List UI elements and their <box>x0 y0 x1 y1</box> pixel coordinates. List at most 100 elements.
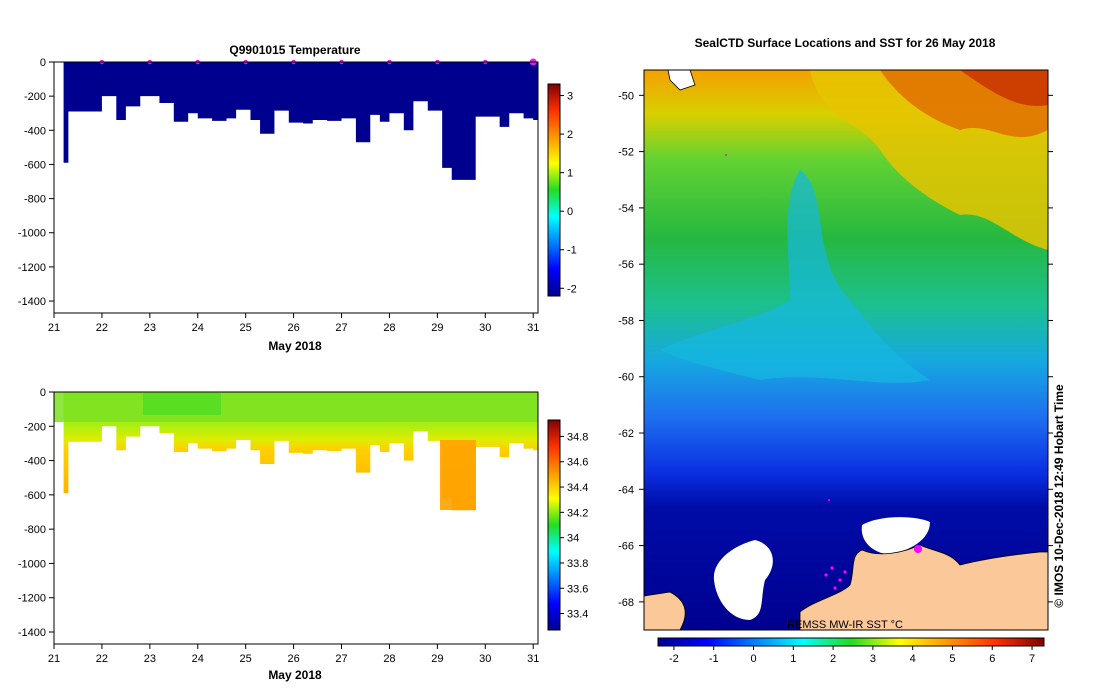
track-point <box>838 578 842 582</box>
x-tick-label: 23 <box>144 653 156 665</box>
x-tick-label: 28 <box>383 322 395 334</box>
x-tick-label: 29 <box>431 322 443 334</box>
sst-cold-plume <box>660 170 930 383</box>
sst-colorbar-label-c: 6 <box>989 653 995 665</box>
colorbar-tick-label: 2 <box>567 129 573 141</box>
sst-colorbar <box>657 637 1045 647</box>
colorbar-tick-label: 1 <box>567 168 573 180</box>
lat-tick-label: -56 <box>618 259 634 271</box>
x-tick-label: 27 <box>335 322 347 334</box>
map-frame <box>643 69 1049 631</box>
sst-colorbar-label-c: 2 <box>830 653 836 665</box>
colorbar-tick-label: 33.8 <box>567 558 588 570</box>
x-tick-label: 22 <box>96 322 108 334</box>
map-latitude-axis: -50 -52 -54 -56 -58 -60 -62 -64 -66 -68 <box>618 90 1053 609</box>
lat-tick-label: -68 <box>618 597 634 609</box>
temperature-colorbar-ticks: 3 2 1 0 -1 -2 <box>560 91 577 295</box>
y-tick-label: -400 <box>24 456 46 468</box>
x-tick-label: 29 <box>431 653 443 665</box>
y-tick-label: -600 <box>24 159 46 171</box>
y-tick-label: 0 <box>40 387 46 399</box>
x-tick-label: 24 <box>192 322 204 334</box>
temperature-colorbar <box>547 83 561 297</box>
sst-hottest-region <box>960 70 1048 106</box>
panel1-x-label: May 2018 <box>268 339 322 353</box>
track-point <box>828 499 830 501</box>
panel1-y-axis: 0 -200 -400 -600 -800 -1000 -1200 -1400 <box>18 57 54 308</box>
x-tick-label: 26 <box>287 653 299 665</box>
sst-colorbar-ticks: -2-101234567707580859095 <box>669 646 1035 665</box>
panel2-x-axis: 21 22 23 24 25 26 27 28 29 30 31 <box>48 644 539 665</box>
y-tick-label: -800 <box>24 194 46 206</box>
lat-tick-label: -54 <box>618 203 634 215</box>
colorbar-tick-label: 3 <box>567 91 573 103</box>
y-tick-label: -1000 <box>18 558 46 570</box>
y-tick-label: 0 <box>40 57 46 69</box>
salinity-surface-band <box>54 392 538 422</box>
lat-tick-label: -66 <box>618 541 634 553</box>
y-tick-label: -200 <box>24 421 46 433</box>
sealctd-track <box>725 154 922 590</box>
x-tick-label: 28 <box>383 653 395 665</box>
track-point <box>843 570 847 574</box>
temperature-profile-fill <box>63 62 538 180</box>
sst-colorbar-label-c: 3 <box>870 653 876 665</box>
x-tick-label: 21 <box>48 653 60 665</box>
lat-tick-label: -52 <box>618 147 634 159</box>
sst-colorbar-label-c: 0 <box>750 653 756 665</box>
colorbar-tick-label: 34.6 <box>567 457 588 469</box>
y-tick-label: -1200 <box>18 262 46 274</box>
sst-colorbar-label-c: -2 <box>669 653 679 665</box>
x-tick-label: 31 <box>527 653 539 665</box>
track-point <box>830 566 834 570</box>
lat-tick-label: -62 <box>618 428 634 440</box>
colorbar-tick-label: 33.6 <box>567 583 588 595</box>
y-tick-label: -800 <box>24 524 46 536</box>
track-point <box>824 573 828 577</box>
x-tick-label: 26 <box>287 322 299 334</box>
lat-tick-label: -58 <box>618 315 634 327</box>
panel2-y-axis: 0 -200 -400 -600 -800 -1000 -1200 -1400 <box>18 387 54 639</box>
y-tick-label: -400 <box>24 125 46 137</box>
sst-colorbar-label-c: -1 <box>709 653 719 665</box>
sst-map <box>644 70 1048 630</box>
lat-tick-label: -60 <box>618 372 634 384</box>
x-tick-label: 24 <box>192 653 204 665</box>
colorbar-tick-label: -2 <box>567 283 577 295</box>
salinity-colorbar-ticks: 34.8 34.6 34.4 34.2 34 33.8 33.6 33.4 <box>560 431 588 621</box>
y-tick-label: -1200 <box>18 593 46 605</box>
panel2-x-label: May 2018 <box>268 668 322 682</box>
salinity-profile-area <box>54 392 538 511</box>
x-tick-label: 31 <box>527 322 539 334</box>
map-source-label: REMSS MW-IR SST °C <box>787 619 903 631</box>
lat-tick-label: -64 <box>618 484 634 496</box>
y-tick-label: -1400 <box>18 296 46 308</box>
lat-tick-label: -50 <box>618 90 634 102</box>
colorbar-tick-label: 34 <box>567 533 579 545</box>
x-tick-label: 22 <box>96 653 108 665</box>
colorbar-tick-label: 34.4 <box>567 482 588 494</box>
x-tick-label: 30 <box>479 322 491 334</box>
panel2-frame <box>53 391 539 645</box>
x-tick-label: 25 <box>240 653 252 665</box>
sst-colorbar-label-c: 1 <box>790 653 796 665</box>
sst-colorbar-label-c: 4 <box>910 653 916 665</box>
x-tick-label: 21 <box>48 322 60 334</box>
temperature-profile-area <box>63 62 538 180</box>
track-point <box>833 586 837 590</box>
y-tick-label: -600 <box>24 490 46 502</box>
colorbar-tick-label: 33.4 <box>567 609 588 621</box>
colorbar-tick-label: 34.8 <box>567 431 588 443</box>
map-side-label: © IMOS 10-Dec-2018 12:49 Hobart Time <box>1052 384 1066 608</box>
sst-colorbar-label-c: 7 <box>1029 653 1035 665</box>
salinity-colorbar <box>547 419 561 631</box>
salinity-deep-patch <box>440 440 476 510</box>
panel1-x-axis: 21 22 23 24 25 26 27 28 29 30 31 <box>48 313 539 334</box>
y-tick-label: -1400 <box>18 627 46 639</box>
latest-location <box>914 545 922 553</box>
x-tick-label: 27 <box>335 653 347 665</box>
y-tick-label: -200 <box>24 91 46 103</box>
salinity-fresh-patch <box>143 393 221 415</box>
colorbar-tick-label: -1 <box>567 245 577 257</box>
